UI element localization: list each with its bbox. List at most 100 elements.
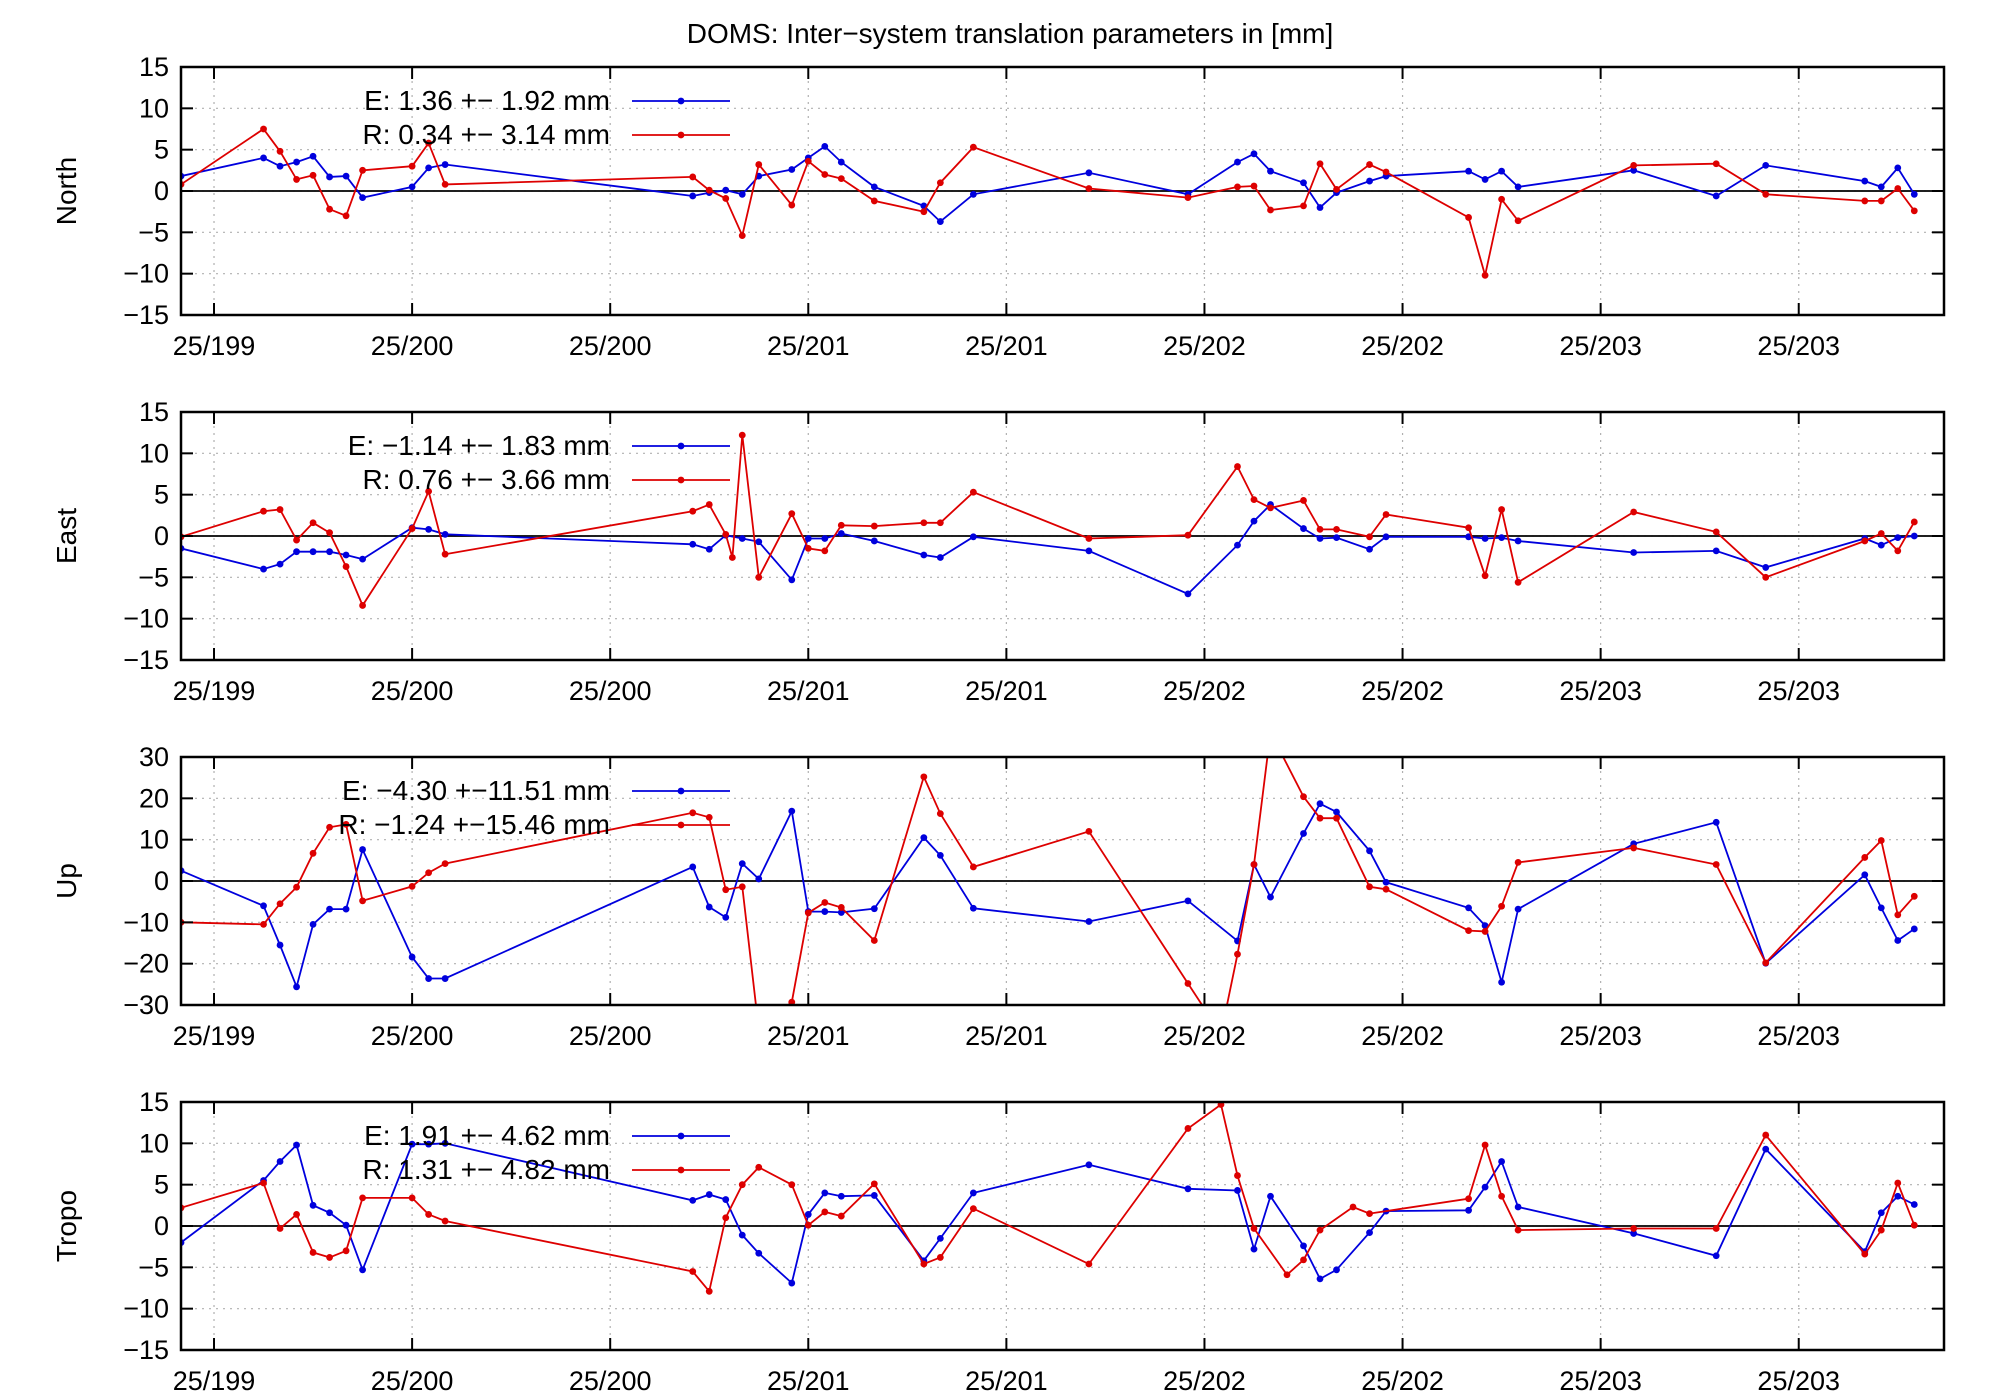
data-point-E — [722, 186, 730, 194]
x-tick-label: 25/202 — [1163, 1021, 1246, 1051]
data-point-R — [755, 161, 763, 168]
data-point-E — [1382, 533, 1390, 541]
data-point-R — [1465, 1195, 1472, 1203]
data-point-R — [1184, 1125, 1192, 1132]
x-tick-label: 25/202 — [1163, 676, 1246, 706]
y-tick-label: −5 — [138, 217, 169, 247]
x-tick-label: 25/203 — [1559, 331, 1642, 361]
data-point-R — [738, 883, 746, 891]
data-point-E — [1366, 847, 1373, 855]
data-point-E — [408, 1140, 416, 1148]
data-point-R — [1316, 814, 1324, 822]
y-tick-label: 10 — [139, 1128, 169, 1158]
data-point-E — [1316, 535, 1324, 542]
data-point-R — [1877, 530, 1885, 537]
data-point-E — [936, 1235, 944, 1242]
data-point-E — [755, 538, 763, 546]
data-point-R — [788, 201, 796, 209]
data-point-R — [837, 521, 845, 529]
data-point-R — [425, 487, 433, 495]
data-point-R — [969, 488, 977, 496]
legend-entry-E: E: 1.91 +− 4.62 mm — [364, 1120, 610, 1151]
data-point-R — [1712, 1225, 1720, 1232]
x-tick-label: 25/199 — [173, 331, 256, 361]
data-point-R — [1910, 207, 1918, 215]
data-point-E — [1762, 1145, 1770, 1153]
data-point-E — [1514, 183, 1522, 191]
data-point-E — [969, 533, 977, 541]
y-tick-label: −5 — [138, 1252, 169, 1282]
data-point-R — [359, 602, 366, 609]
x-tick-label: 25/203 — [1559, 1021, 1642, 1051]
data-point-R — [441, 180, 449, 188]
data-point-R — [722, 1214, 730, 1222]
data-point-R — [1382, 511, 1390, 518]
data-point-R — [738, 232, 746, 240]
data-point-R — [1894, 185, 1902, 192]
data-point-E — [969, 1189, 977, 1197]
x-tick-label: 25/200 — [569, 1366, 652, 1396]
x-tick-label: 25/202 — [1361, 676, 1444, 706]
data-point-R — [920, 773, 928, 781]
data-point-E — [870, 1192, 878, 1199]
panel-north: −15 −10 −5 0 5 10 15 25/199 25/200 25/200 25/201 25… — [51, 52, 1946, 361]
data-point-E — [1910, 532, 1918, 540]
data-point-E — [1184, 897, 1192, 905]
data-point-R — [920, 208, 928, 216]
data-point-R — [870, 1180, 878, 1188]
x-tick-label: 25/199 — [173, 1366, 256, 1396]
data-point-E — [1894, 164, 1902, 172]
data-point-E — [326, 905, 333, 913]
data-point-R — [821, 547, 829, 555]
data-point-R — [1250, 861, 1258, 868]
data-point-R — [1300, 497, 1307, 504]
data-point-R — [870, 522, 878, 530]
data-point-R — [1498, 506, 1505, 513]
data-point-E — [1465, 1206, 1472, 1214]
data-point-E — [1300, 830, 1307, 837]
x-tick-label: 25/201 — [767, 331, 850, 361]
series-line-R — [181, 127, 1916, 276]
data-point-R — [359, 166, 366, 174]
data-point-E — [1498, 167, 1505, 175]
data-point-E — [1250, 1245, 1258, 1253]
data-point-R — [441, 860, 449, 868]
data-point-R — [1184, 194, 1192, 202]
data-point-R — [722, 195, 730, 202]
data-point-E — [1877, 541, 1885, 549]
data-point-E — [276, 1158, 284, 1165]
data-point-E — [1910, 1201, 1918, 1208]
y-tick-label: 15 — [139, 1087, 169, 1117]
data-point-R — [1514, 578, 1522, 586]
data-point-E — [260, 154, 267, 162]
data-point-R — [969, 1205, 977, 1213]
y-tick-label: −15 — [123, 645, 169, 675]
data-point-R — [1712, 160, 1720, 168]
data-point-R — [936, 810, 944, 818]
data-point-E — [936, 851, 944, 859]
data-point-R — [425, 869, 433, 877]
data-point-E — [293, 158, 300, 166]
data-point-R — [1382, 885, 1390, 893]
y-tick-label: −10 — [123, 604, 169, 634]
data-point-E — [408, 953, 416, 961]
data-point-E — [1481, 176, 1489, 183]
data-point-E — [1498, 1158, 1505, 1165]
data-point-R — [425, 1211, 433, 1218]
data-point-E — [1630, 1230, 1638, 1237]
data-point-R — [326, 823, 333, 831]
data-point-R — [1250, 496, 1258, 504]
data-point-R — [804, 545, 812, 552]
x-tick-label: 25/203 — [1757, 1366, 1840, 1396]
data-point-R — [969, 863, 977, 871]
data-point-R — [309, 1249, 317, 1256]
data-point-R — [1877, 837, 1885, 844]
data-point-E — [1910, 190, 1918, 198]
data-point-R — [326, 1254, 333, 1261]
data-point-R — [1861, 537, 1869, 545]
data-point-E — [1184, 1185, 1192, 1193]
data-point-R — [870, 937, 878, 944]
legend-marker-E — [677, 1132, 685, 1140]
x-tick-label: 25/200 — [371, 1021, 454, 1051]
data-point-E — [342, 172, 350, 180]
